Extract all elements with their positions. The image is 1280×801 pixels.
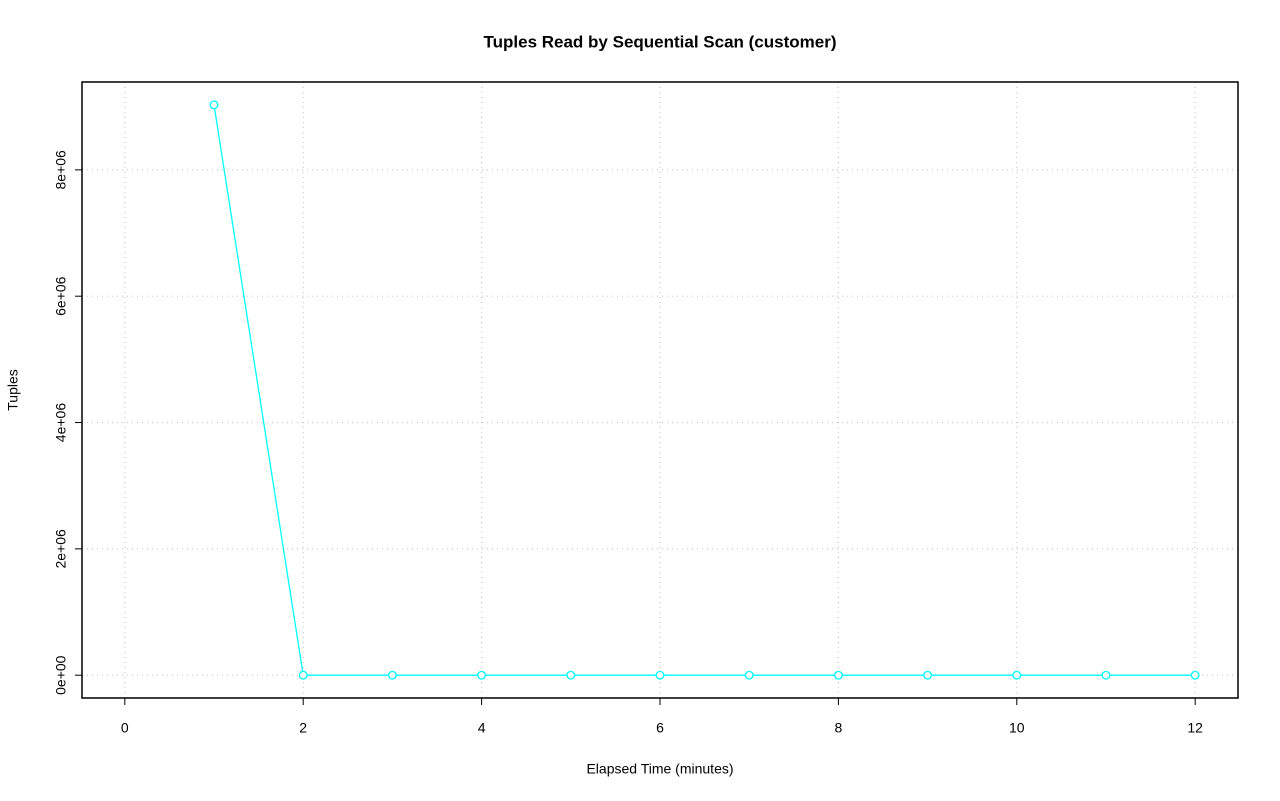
data-point bbox=[1101, 670, 1111, 680]
y-tick-label: 8e+06 bbox=[53, 150, 69, 190]
x-tick-label: 8 bbox=[834, 720, 842, 736]
y-tick-label: 4e+06 bbox=[53, 403, 69, 443]
data-point bbox=[923, 670, 933, 680]
chart-title: Tuples Read by Sequential Scan (customer… bbox=[484, 32, 837, 51]
series-line bbox=[213, 104, 1196, 676]
y-axis-label: Tuples bbox=[5, 369, 21, 411]
data-point bbox=[1190, 670, 1200, 680]
data-point bbox=[744, 670, 754, 680]
data-point bbox=[477, 670, 487, 680]
x-tick-label: 2 bbox=[299, 720, 307, 736]
data-point bbox=[655, 670, 665, 680]
data-point bbox=[387, 670, 397, 680]
x-axis-label: Elapsed Time (minutes) bbox=[586, 761, 733, 777]
data-point bbox=[298, 670, 308, 680]
x-tick-label: 0 bbox=[121, 720, 129, 736]
y-tick-label: 2e+06 bbox=[53, 529, 69, 569]
x-tick-label: 12 bbox=[1187, 720, 1203, 736]
y-tick-label: 0e+00 bbox=[53, 655, 69, 695]
y-tick-label: 6e+06 bbox=[53, 276, 69, 316]
x-tick-label: 10 bbox=[1009, 720, 1025, 736]
x-tick-label: 6 bbox=[656, 720, 664, 736]
data-point bbox=[1012, 670, 1022, 680]
data-point bbox=[833, 670, 843, 680]
data-point bbox=[566, 670, 576, 680]
data-point bbox=[209, 100, 219, 110]
plot-frame bbox=[81, 81, 1239, 699]
x-tick-label: 4 bbox=[478, 720, 486, 736]
